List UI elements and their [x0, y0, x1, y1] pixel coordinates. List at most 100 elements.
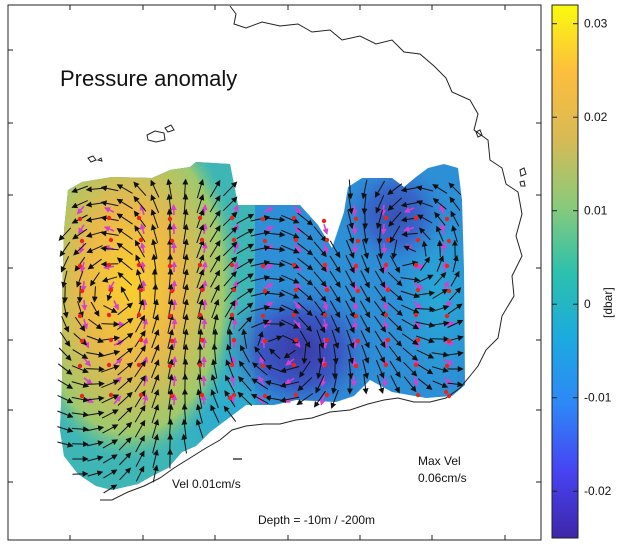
velocity-arrow-deep [62, 300, 69, 319]
velocity-arrow-deep [116, 198, 133, 210]
velocity-arrow-deep [100, 364, 120, 373]
velocity-arrow-deep [417, 378, 433, 390]
velocity-arrow-deep [87, 258, 102, 270]
depth-label: Depth = -10m / -200m [258, 513, 375, 527]
velocity-arrow-shallow [232, 261, 239, 272]
velocity-arrow-shallow [200, 375, 207, 387]
velocity-arrow-deep [134, 390, 146, 408]
velocity-arrow-deep [450, 270, 460, 287]
velocity-arrow-shallow [171, 280, 178, 292]
velocity-arrow-deep [329, 240, 341, 259]
velocity-arrow-deep [223, 271, 237, 287]
velocity-arrow-deep [281, 289, 300, 299]
velocity-arrow-deep [209, 254, 221, 273]
coastline [100, 5, 523, 501]
velocity-arrow-deep [225, 359, 235, 378]
velocity-arrow-deep [401, 231, 418, 238]
velocity-arrow-deep [72, 228, 88, 240]
velocity-arrow-deep [279, 396, 300, 403]
velocity-arrow-deep [447, 381, 464, 388]
velocity-arrow-deep [71, 396, 90, 403]
velocity-arrow-shallow [104, 207, 115, 213]
station-dot [444, 313, 450, 319]
velocity-arrow-deep [316, 359, 323, 380]
velocity-arrow-deep [71, 381, 90, 388]
station-dot [260, 263, 266, 269]
velocity-arrow-deep [151, 313, 160, 334]
velocity-arrow-shallow [443, 358, 454, 366]
velocity-arrow-deep [403, 361, 418, 377]
velocity-arrow-deep [388, 211, 402, 227]
station-dot [197, 262, 203, 268]
velocity-arrow-deep [419, 227, 431, 241]
velocity-arrow-deep [299, 360, 311, 378]
velocity-arrow-deep [100, 230, 119, 237]
velocity-arrow-shallow [171, 394, 178, 406]
velocity-arrow-shallow [319, 394, 326, 406]
station-dot [106, 312, 112, 318]
station-dot [136, 262, 142, 268]
velocity-arrow-shallow [79, 243, 85, 254]
coast-island-3 [87, 155, 97, 163]
velocity-arrow-deep [222, 226, 238, 242]
velocity-arrow-shallow [83, 377, 93, 385]
velocity-arrow-deep [347, 179, 354, 200]
velocity-arrow-deep [431, 304, 450, 313]
velocity-arrow-deep [298, 316, 313, 332]
station-dot [353, 363, 359, 369]
velocity-arrow-shallow [201, 280, 208, 292]
velocity-arrow-shallow [413, 300, 422, 310]
station-dot [385, 337, 391, 343]
station-dot [293, 392, 299, 398]
velocity-arrow-deep [57, 363, 73, 375]
velocity-arrow-deep [297, 242, 314, 256]
velocity-arrow-deep [86, 440, 104, 447]
velocity-arrow-deep [416, 349, 435, 359]
velocity-arrow-deep [447, 350, 464, 357]
velocity-arrow-deep [85, 186, 104, 193]
coast-island-1 [146, 130, 166, 143]
velocity-arrow-deep [374, 285, 387, 303]
velocity-arrow-deep [314, 315, 326, 334]
velocity-arrow-deep [118, 421, 133, 436]
velocity-arrow-deep [119, 467, 132, 481]
coast-island-4 [96, 157, 103, 162]
velocity-arrow-deep [387, 317, 403, 332]
velocity-arrow-shallow [351, 204, 358, 216]
velocity-arrow-deep [329, 285, 341, 303]
velocity-arrow-shallow [171, 356, 178, 368]
max-vel-value: 0.06cm/s [418, 471, 467, 485]
velocity-arrow-deep [116, 242, 133, 256]
velocity-arrow-deep [101, 409, 119, 419]
velocity-arrow-deep [389, 360, 401, 378]
velocity-arrow-deep [61, 270, 68, 289]
station-dot [293, 237, 299, 243]
station-dot [353, 313, 359, 319]
station-dot [108, 392, 114, 398]
velocity-arrow-deep [347, 194, 354, 215]
velocity-arrow-deep [400, 290, 421, 299]
velocity-arrow-deep [313, 271, 327, 288]
station-dot [106, 362, 112, 368]
station-dot [106, 215, 112, 221]
velocity-arrow-deep [330, 389, 339, 409]
velocity-arrow-deep [345, 315, 355, 334]
velocity-arrow-deep [361, 344, 370, 364]
velocity-arrow-deep [196, 239, 205, 259]
velocity-arrow-deep [71, 426, 90, 433]
station-dot [324, 337, 330, 343]
station-dot [227, 395, 233, 401]
velocity-arrow-deep [59, 241, 71, 257]
velocity-arrow-deep [436, 225, 444, 242]
velocity-arrow-deep [117, 377, 133, 391]
velocity-arrow-deep [313, 256, 327, 272]
velocity-arrow-deep [225, 374, 235, 393]
velocity-arrow-deep [118, 437, 132, 451]
velocity-arrow-shallow [141, 299, 148, 311]
velocity-arrow-deep [317, 344, 324, 365]
velocity-arrow-deep [301, 344, 308, 365]
station-dot [291, 215, 297, 221]
velocity-arrow-deep [91, 286, 98, 303]
station-dot [353, 263, 359, 269]
